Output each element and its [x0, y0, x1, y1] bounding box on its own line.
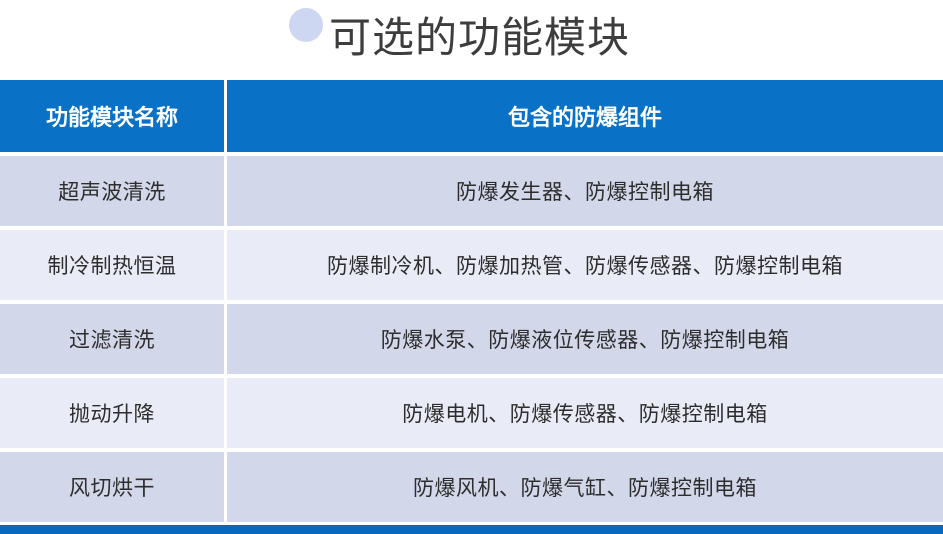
module-name-cell: 风切烘干: [0, 452, 224, 522]
page-title: 可选的功能模块: [329, 14, 631, 61]
components-cell: 防爆发生器、防爆控制电箱: [227, 156, 943, 226]
function-modules-table: 功能模块名称 包含的防爆组件 超声波清洗 防爆发生器、防爆控制电箱 制冷制热恒温…: [0, 80, 943, 534]
bottom-accent-bar: [0, 525, 943, 534]
table-row: 超声波清洗 防爆发生器、防爆控制电箱: [0, 156, 943, 226]
module-name-cell: 制冷制热恒温: [0, 230, 224, 300]
module-name-cell: 抛动升降: [0, 378, 224, 448]
column-header-module-name: 功能模块名称: [0, 80, 224, 152]
donut-decoration-icon: [289, 8, 323, 42]
table-row: 抛动升降 防爆电机、防爆传感器、防爆控制电箱: [0, 378, 943, 448]
table-row: 制冷制热恒温 防爆制冷机、防爆加热管、防爆传感器、防爆控制电箱: [0, 230, 943, 300]
module-name-cell: 超声波清洗: [0, 156, 224, 226]
table-row: 风切烘干 防爆风机、防爆气缸、防爆控制电箱: [0, 452, 943, 522]
slide-header: 可选的功能模块: [0, 0, 943, 80]
components-cell: 防爆电机、防爆传感器、防爆控制电箱: [227, 378, 943, 448]
module-name-cell: 过滤清洗: [0, 304, 224, 374]
components-cell: 防爆风机、防爆气缸、防爆控制电箱: [227, 452, 943, 522]
column-header-components: 包含的防爆组件: [227, 80, 943, 152]
table-header-row: 功能模块名称 包含的防爆组件: [0, 80, 943, 152]
components-cell: 防爆水泵、防爆液位传感器、防爆控制电箱: [227, 304, 943, 374]
components-cell: 防爆制冷机、防爆加热管、防爆传感器、防爆控制电箱: [227, 230, 943, 300]
table-row: 过滤清洗 防爆水泵、防爆液位传感器、防爆控制电箱: [0, 304, 943, 374]
